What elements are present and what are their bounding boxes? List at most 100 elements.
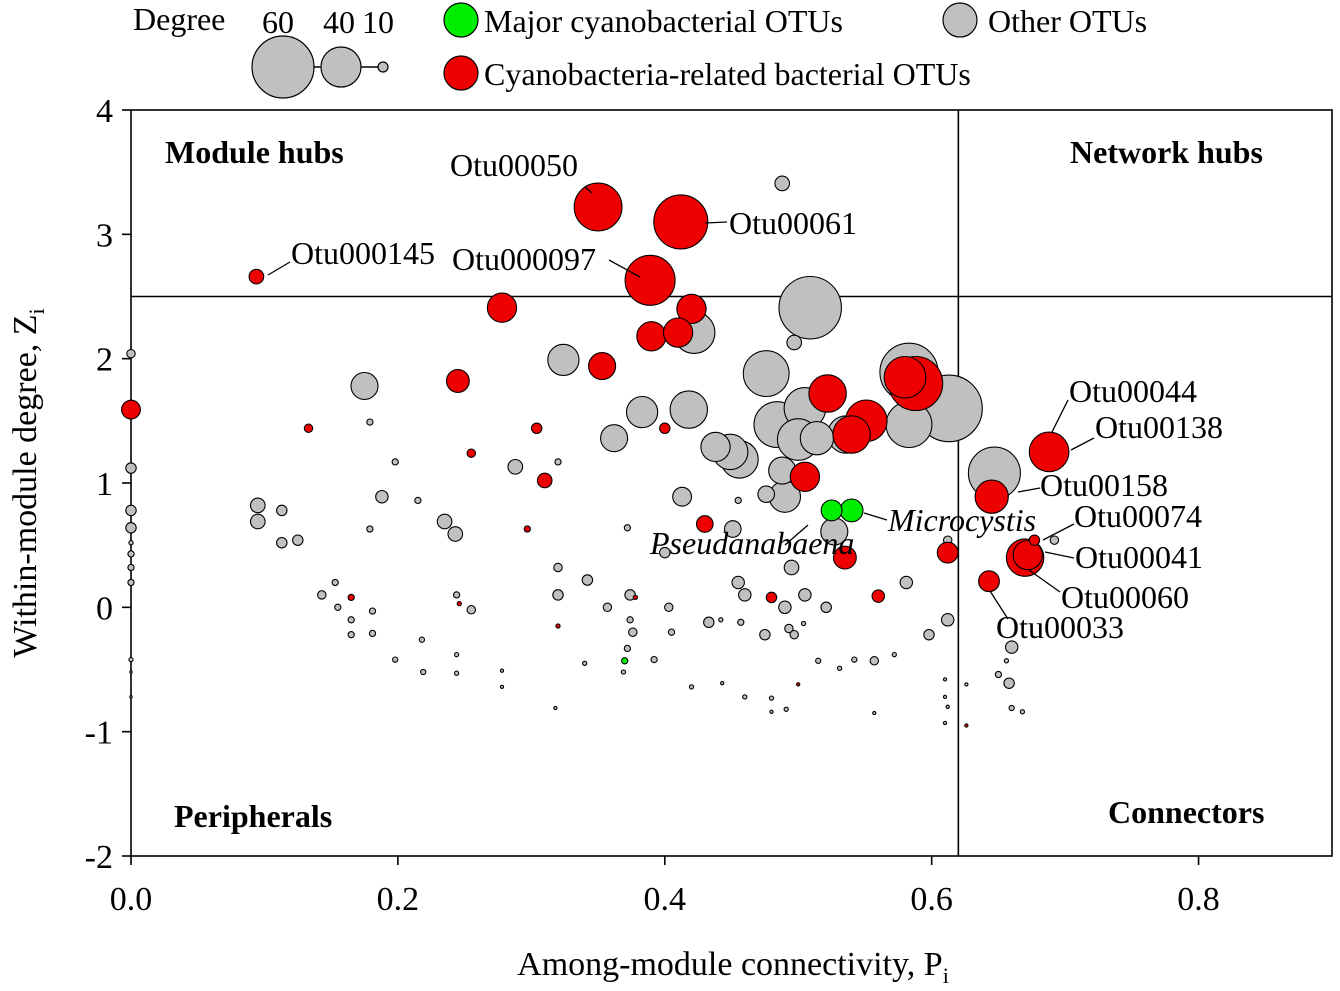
- annotation-otu00041: Otu00041: [1075, 539, 1203, 575]
- legend: Degree 60 40 10 Major cyanobacterial OTU…: [133, 1, 1147, 99]
- point-other: [452, 591, 461, 599]
- point-related: [653, 194, 709, 250]
- leader-otu00050: [584, 186, 593, 194]
- point-other: [723, 520, 742, 538]
- point-other: [923, 628, 935, 641]
- point-other: [600, 424, 629, 453]
- point-related: [555, 623, 561, 629]
- annotations: Otu00050 Otu00061 Otu000145 Otu000097 Ot…: [291, 147, 1223, 645]
- point-other: [126, 348, 136, 359]
- annotation-otu00060: Otu00060: [1061, 579, 1189, 615]
- point-other: [742, 350, 790, 398]
- point-other: [420, 668, 427, 676]
- annotation-pseudanabaena: Pseudanabaena: [649, 525, 854, 561]
- point-related: [832, 415, 871, 454]
- point-other: [499, 668, 505, 673]
- point-other: [869, 656, 880, 666]
- y-tick-label: 0: [96, 590, 113, 627]
- legend-degree-circle-60: [251, 35, 315, 99]
- point-other: [128, 656, 134, 663]
- annotation-leaders: [267, 186, 1095, 620]
- point-other: [582, 660, 588, 666]
- leader-otu00060: [1028, 569, 1061, 593]
- point-other: [851, 656, 858, 663]
- point-other: [667, 628, 676, 636]
- annotation-otu000097: Otu000097: [452, 241, 596, 277]
- point-related: [466, 448, 477, 458]
- y-tick-label: 2: [96, 342, 113, 379]
- x-tick-label: 0.4: [644, 881, 687, 918]
- point-other: [447, 526, 464, 542]
- point-other: [778, 600, 792, 615]
- point-other: [664, 602, 674, 613]
- point-related: [974, 479, 1009, 514]
- point-other: [964, 682, 969, 687]
- point-other: [768, 695, 775, 701]
- x-tick-label: 0.8: [1177, 881, 1220, 918]
- point-related: [1012, 539, 1043, 571]
- point-related: [978, 570, 1000, 593]
- point-other: [392, 656, 399, 663]
- point-other: [774, 175, 791, 192]
- point-other: [414, 496, 422, 505]
- point-related: [964, 723, 969, 728]
- point-related: [808, 374, 847, 413]
- y-tick-label: 1: [96, 466, 113, 503]
- point-related: [303, 423, 314, 434]
- point-other: [623, 524, 632, 532]
- point-other: [547, 343, 580, 377]
- point-major: [621, 657, 629, 665]
- point-other: [626, 616, 634, 624]
- point-other: [553, 705, 558, 711]
- point-other: [127, 578, 135, 587]
- leader-otu000097: [608, 259, 641, 278]
- point-related: [676, 293, 707, 325]
- x-tick-label: 0.6: [910, 881, 953, 918]
- point-other: [366, 525, 374, 533]
- legend-degree-label-40: 40: [323, 4, 355, 40]
- point-other: [623, 644, 632, 653]
- point-other: [347, 616, 355, 624]
- point-other: [331, 578, 339, 587]
- point-other: [1019, 709, 1026, 715]
- point-related: [456, 600, 462, 607]
- point-other: [769, 709, 774, 714]
- point-other: [125, 522, 137, 534]
- point-other: [783, 559, 800, 576]
- point-other: [759, 628, 771, 641]
- leader-otu00074: [1042, 523, 1075, 541]
- point-other: [799, 421, 835, 456]
- point-other: [899, 575, 914, 590]
- annotation-otu000145: Otu000145: [291, 235, 435, 271]
- point-other: [798, 588, 812, 602]
- y-tick-label: 3: [96, 217, 113, 254]
- x-axis-title-subscript: i: [943, 963, 949, 988]
- point-other: [317, 590, 327, 600]
- point-other: [786, 334, 803, 351]
- leader-otu00041: [1044, 551, 1075, 559]
- point-other: [602, 602, 613, 613]
- point-related: [121, 399, 141, 420]
- point-other: [815, 657, 822, 664]
- point-other: [700, 431, 731, 463]
- leader-microcystis: [863, 512, 888, 521]
- x-tick-label: 0.0: [110, 881, 153, 918]
- point-other: [703, 616, 715, 629]
- point-other: [466, 605, 477, 615]
- point-other: [125, 462, 137, 474]
- y-tick-label: -1: [85, 715, 113, 752]
- point-related: [796, 682, 801, 687]
- point-other: [800, 620, 807, 627]
- annotation-otu00061: Otu00061: [729, 205, 857, 241]
- legend-swatch-major: [443, 2, 479, 38]
- legend-label-related: Cyanobacteria-related bacterial OTUs: [484, 56, 971, 92]
- point-other: [737, 618, 745, 626]
- x-tick-label: 0.2: [377, 881, 420, 918]
- legend-swatch-related: [443, 55, 479, 91]
- point-other: [249, 497, 266, 514]
- quadrant-label-network-hubs: Network hubs: [1070, 134, 1263, 170]
- point-other: [129, 670, 133, 674]
- point-other: [507, 458, 524, 475]
- leader-otu00061: [704, 221, 728, 224]
